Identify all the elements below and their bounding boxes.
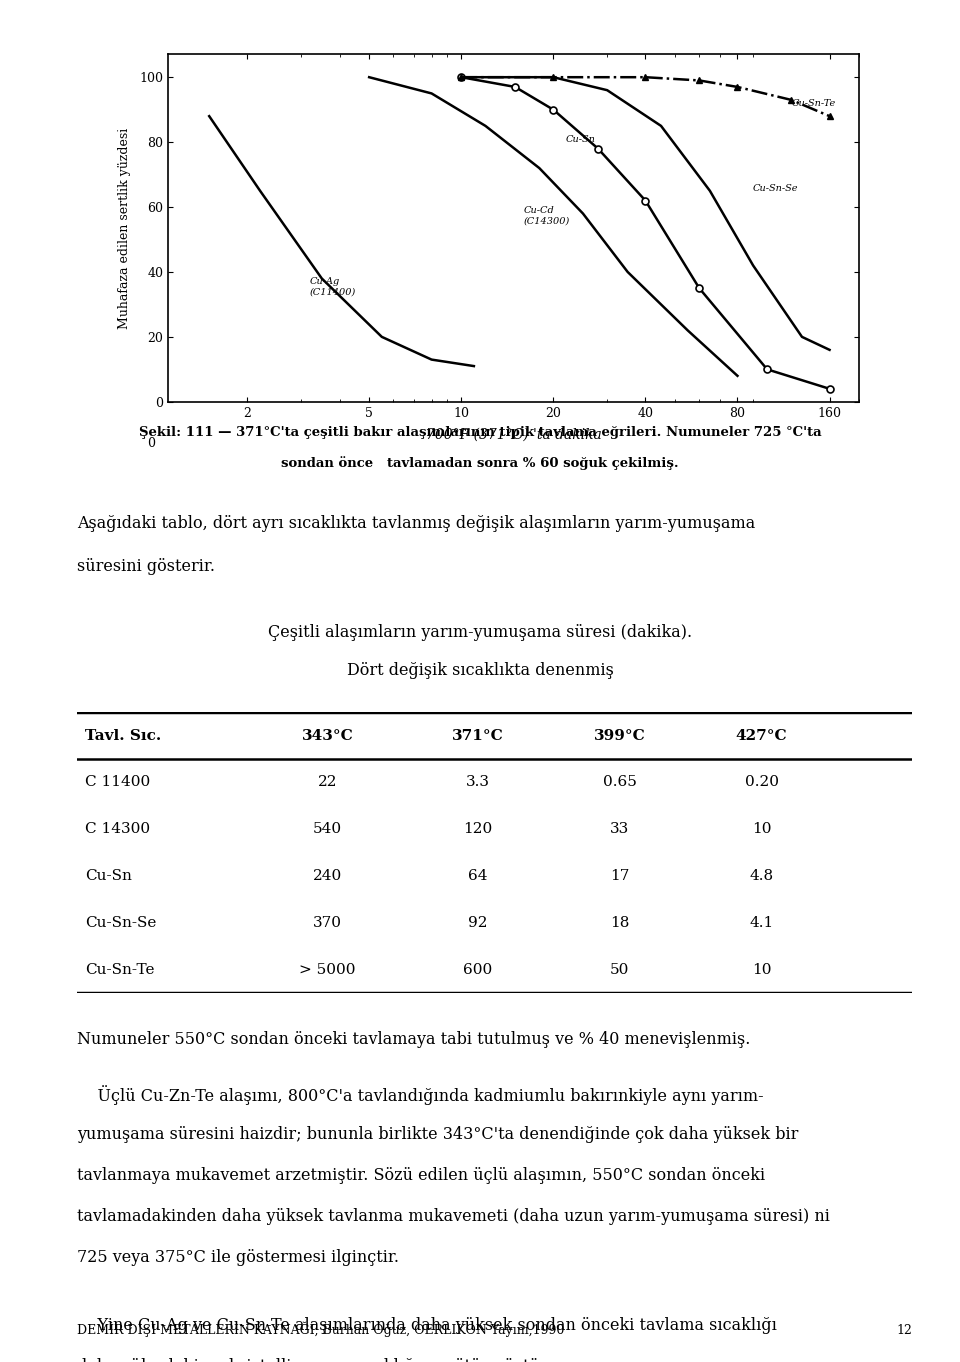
Text: 4.8: 4.8 [750, 869, 774, 883]
Text: 0.65: 0.65 [603, 775, 636, 790]
Text: C 11400: C 11400 [85, 775, 151, 790]
Text: 22: 22 [318, 775, 337, 790]
Text: 92: 92 [468, 915, 488, 930]
Text: 725 veya 375°C ile göstermesi ilginçtir.: 725 veya 375°C ile göstermesi ilginçtir. [77, 1249, 398, 1265]
Text: 10: 10 [752, 963, 772, 977]
Text: tavlamadakinden daha yüksek tavlanma mukavemeti (daha uzun yarım-yumuşama süresi: tavlamadakinden daha yüksek tavlanma muk… [77, 1208, 829, 1224]
Text: süresini gösterir.: süresini gösterir. [77, 558, 215, 575]
Text: Çeşitli alaşımların yarım-yumuşama süresi (dakika).: Çeşitli alaşımların yarım-yumuşama süres… [268, 624, 692, 640]
Text: 50: 50 [610, 963, 630, 977]
Text: tavlanmaya mukavemet arzetmiştir. Sözü edilen üçlü alaşımın, 550°C sondan önceki: tavlanmaya mukavemet arzetmiştir. Sözü e… [77, 1167, 765, 1184]
Text: 120: 120 [463, 823, 492, 836]
Text: 343°C: 343°C [301, 729, 353, 742]
Text: C 14300: C 14300 [85, 823, 151, 836]
Text: 427°C: 427°C [736, 729, 787, 742]
Text: 33: 33 [610, 823, 630, 836]
Y-axis label: Muhafaza edilen sertlik yüzdesi: Muhafaza edilen sertlik yüzdesi [118, 128, 131, 328]
Text: Cu-Sn-Te: Cu-Sn-Te [85, 963, 155, 977]
Text: Yine Cu-Ag ve Cu-Sn-Te alaşımlarında daha yüksek sondan önceki tavlama sıcaklığı: Yine Cu-Ag ve Cu-Sn-Te alaşımlarında dah… [77, 1317, 777, 1333]
Text: Numuneler 550°C sondan önceki tavlamaya tabi tutulmuş ve % 40 menevişlenmiş.: Numuneler 550°C sondan önceki tavlamaya … [77, 1031, 750, 1047]
Text: 3.3: 3.3 [466, 775, 490, 790]
Text: Cu-Sn: Cu-Sn [566, 135, 596, 144]
Text: Cu-Sn-Se: Cu-Sn-Se [85, 915, 156, 930]
Text: yumuşama süresini haizdir; bununla birlikte 343°C'ta denendiğinde çok daha yükse: yumuşama süresini haizdir; bununla birli… [77, 1126, 798, 1143]
Text: 18: 18 [610, 915, 630, 930]
Text: sondan önce   tavlamadan sonra % 60 soğuk çekilmiş.: sondan önce tavlamadan sonra % 60 soğuk … [281, 456, 679, 470]
Text: Cu-Sn: Cu-Sn [85, 869, 132, 883]
Text: Üçlü Cu-Zn-Te alaşımı, 800°C'a tavlandığında kadmiumlu bakırınkiyle aynı yarım-: Üçlü Cu-Zn-Te alaşımı, 800°C'a tavlandığ… [77, 1086, 763, 1106]
Text: Aşağıdaki tablo, dört ayrı sıcaklıkta tavlanmış değişik alaşımların yarım-yumuşa: Aşağıdaki tablo, dört ayrı sıcaklıkta ta… [77, 515, 756, 531]
Text: 17: 17 [610, 869, 630, 883]
Text: Cu-Ag
(C11400): Cu-Ag (C11400) [310, 278, 356, 297]
Text: 240: 240 [313, 869, 342, 883]
Text: 600: 600 [463, 963, 492, 977]
Text: > 5000: > 5000 [300, 963, 355, 977]
Text: 12: 12 [896, 1324, 912, 1337]
Text: 399°C: 399°C [594, 729, 645, 742]
Text: 0.20: 0.20 [745, 775, 779, 790]
Text: 64: 64 [468, 869, 488, 883]
Text: Şekil: 111 — 371°C'ta çeşitli bakır alaşımlarının tipik tavlama eğrileri. Numune: Şekil: 111 — 371°C'ta çeşitli bakır alaş… [138, 426, 822, 440]
Text: daha yüksek bir rekristallizasyon sıcaklığına götürmüştür: daha yüksek bir rekristallizasyon sıcakl… [77, 1358, 547, 1362]
Text: 10: 10 [752, 823, 772, 836]
Text: 540: 540 [313, 823, 342, 836]
Text: Tavl. Sıc.: Tavl. Sıc. [85, 729, 161, 742]
Text: 0: 0 [147, 437, 155, 449]
Text: Cu-Sn-Te: Cu-Sn-Te [791, 99, 835, 109]
Text: 371°C: 371°C [452, 729, 504, 742]
Text: DEMİR DIŞI METALLERİN KAYNAĞI, Burhan Oğuz, OERLIKON Yayını,1990: DEMİR DIŞI METALLERİN KAYNAĞI, Burhan Oğ… [77, 1323, 564, 1337]
Text: Cu-Sn-Se: Cu-Sn-Se [754, 184, 799, 193]
Text: 4.1: 4.1 [750, 915, 774, 930]
Text: Dört değişik sıcaklıkta denenmiş: Dört değişik sıcaklıkta denenmiş [347, 662, 613, 678]
Text: 370: 370 [313, 915, 342, 930]
Text: Cu-Cd
(C14300): Cu-Cd (C14300) [523, 206, 570, 225]
X-axis label: 700°F (371°C) 'ta dakika: 700°F (371°C) 'ta dakika [425, 428, 602, 443]
